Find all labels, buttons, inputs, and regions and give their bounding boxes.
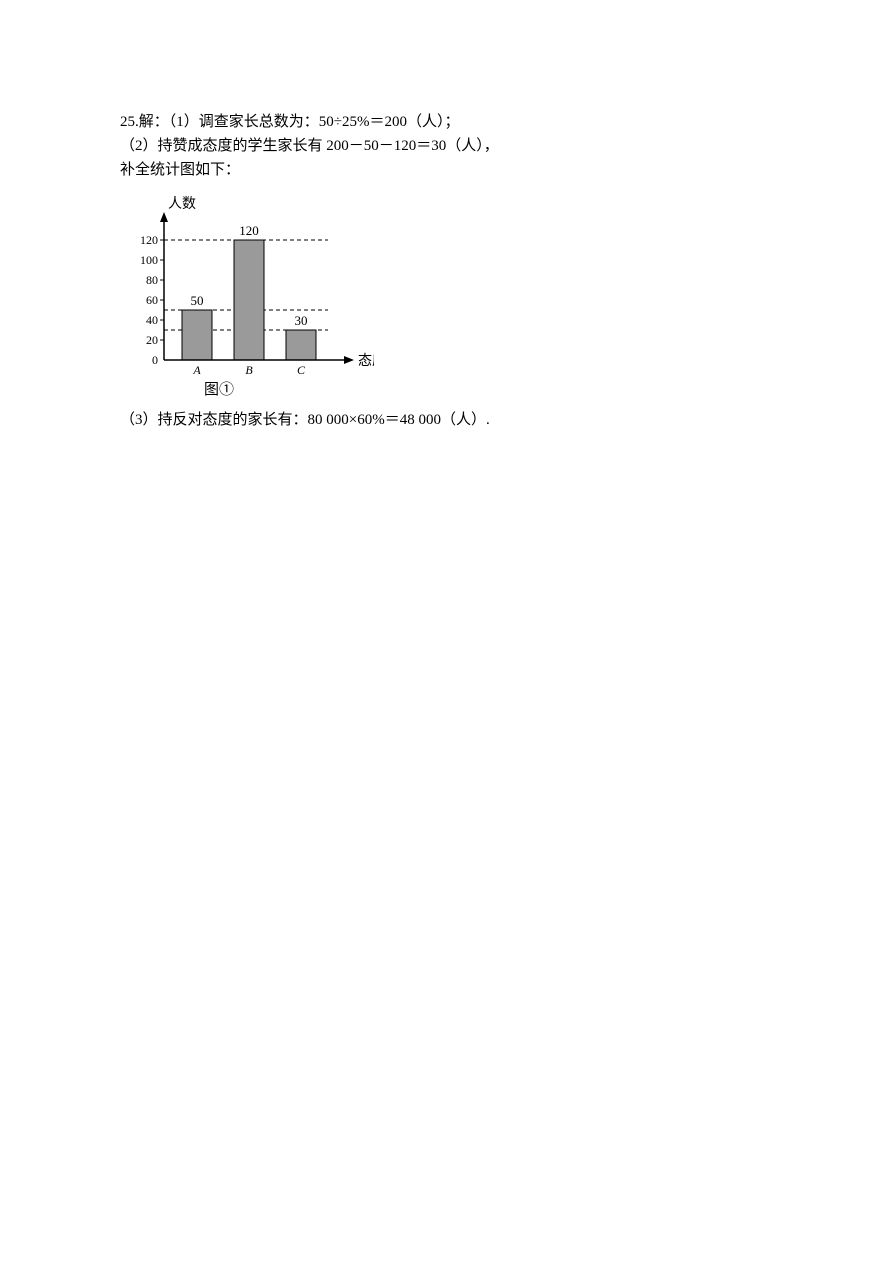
solution-line-3: 补全统计图如下： — [120, 158, 772, 182]
bar-chart-svg: 50 A 120 B 30 C 0 20 40 60 80 100 120 人数态度图① — [114, 190, 374, 400]
y-tick-label: 20 — [146, 333, 158, 347]
y-axis-title: 人数 — [168, 196, 196, 212]
x-tick-label-A: A — [192, 363, 201, 377]
x-tick-label-C: C — [297, 363, 306, 377]
x-tick-label-B: B — [245, 363, 253, 377]
bar-C — [286, 330, 316, 360]
y-tick-label: 60 — [146, 293, 158, 307]
y-tick-label: 40 — [146, 313, 158, 327]
bar-label-B: 120 — [239, 223, 259, 238]
x-axis-title: 态度 — [358, 353, 374, 369]
y-axis-arrow — [160, 212, 168, 222]
y-tick-label: 80 — [146, 273, 158, 287]
y-tick-label: 0 — [152, 353, 158, 367]
bar-A — [182, 310, 212, 360]
solution-line-2: （2）持赞成态度的学生家长有 200－50－120＝30（人）， — [120, 134, 772, 158]
solution-line-1: 25.解：（1）调查家长总数为：50÷25%＝200（人）； — [120, 110, 772, 134]
bar-label-A: 50 — [191, 293, 204, 308]
bar-B — [234, 240, 264, 360]
chart-caption: 图① — [204, 381, 234, 398]
bar-label-C: 30 — [295, 313, 308, 328]
y-tick-label: 100 — [140, 253, 158, 267]
x-axis-arrow — [344, 356, 354, 364]
bar-chart: 50 A 120 B 30 C 0 20 40 60 80 100 120 人数态度图① — [114, 190, 772, 408]
y-tick-label: 120 — [140, 233, 158, 247]
solution-line-4: （3）持反对态度的家长有：80 000×60%＝48 000（人）. — [120, 408, 772, 432]
page: 25.解：（1）调查家长总数为：50÷25%＝200（人）； （2）持赞成态度的… — [0, 0, 892, 432]
